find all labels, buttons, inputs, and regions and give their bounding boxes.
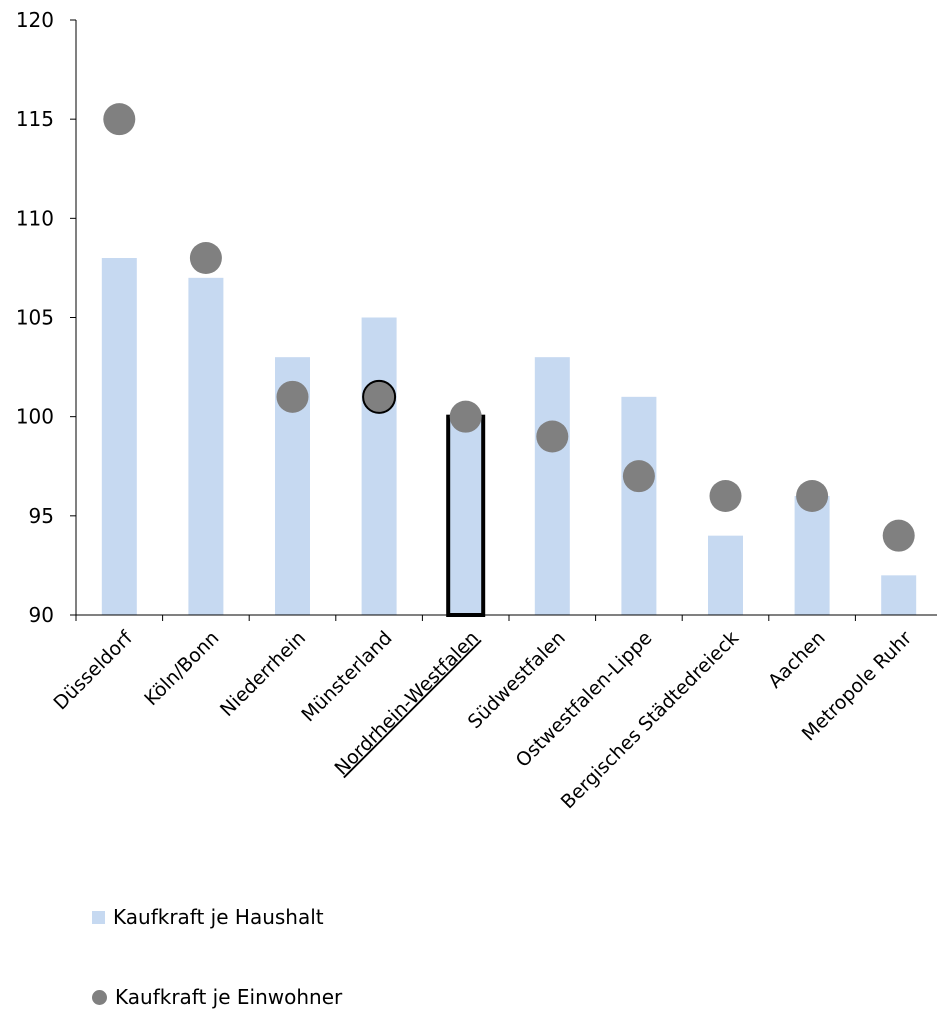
legend-swatch-haushalt (92, 910, 105, 924)
category-label-7: Bergisches Städtedreieck (557, 627, 743, 813)
bar-3 (361, 317, 397, 615)
category-label-4: Nordrhein-Westfalen (330, 627, 483, 780)
y-tick-label-5: 115 (16, 107, 54, 131)
legend-label-haushalt: Kaufkraft je Haushalt (113, 905, 324, 929)
bar-8 (794, 496, 830, 615)
legend-swatch-einwohner (92, 989, 107, 1005)
bar-9 (881, 575, 917, 615)
dot-0 (103, 103, 136, 136)
dot-9 (882, 519, 915, 552)
dot-8 (796, 480, 829, 512)
bar-4 (446, 414, 486, 617)
legend: Kaufkraft je Haushalt (92, 905, 324, 929)
category-label-1: Köln/Bonn (140, 627, 223, 710)
chart-svg: 90 95 100 105 110 115 120 Düsseldorf Köln/BonnNi… (16, 8, 937, 813)
y-tick-label-1: 95 (29, 504, 54, 528)
legend-2: Kaufkraft je Einwohner (92, 985, 342, 1009)
legend-item-einwohner: Kaufkraft je Einwohner (92, 985, 342, 1009)
legend-item-haushalt: Kaufkraft je Haushalt (92, 905, 324, 929)
category-label-0: Düsseldorf (49, 626, 137, 714)
y-tick-label-4: 110 (16, 206, 54, 230)
bar-6 (621, 396, 657, 615)
y-tick-label-6: 120 (16, 8, 54, 32)
bar-1 (188, 277, 224, 615)
bar-7 (708, 535, 743, 615)
y-tick-label-2: 100 (16, 405, 54, 429)
y-tick-label-3: 105 (16, 306, 54, 330)
dot-6 (622, 460, 655, 493)
bar-5 (534, 357, 570, 615)
category-label-8: Aachen (764, 627, 830, 693)
dot-5 (536, 420, 569, 453)
y-tick-label-0: 90 (29, 603, 54, 627)
dot-7 (709, 480, 742, 512)
category-label-3: Münsterland (297, 627, 396, 726)
legend-label-einwohner: Kaufkraft je Einwohner (115, 985, 343, 1009)
dot-2 (276, 380, 309, 413)
category-label-2: Niederrhein (216, 627, 310, 721)
bar-0 (101, 258, 137, 615)
dot-4 (449, 400, 482, 433)
dot-3 (362, 379, 397, 414)
dot-1 (189, 242, 222, 274)
